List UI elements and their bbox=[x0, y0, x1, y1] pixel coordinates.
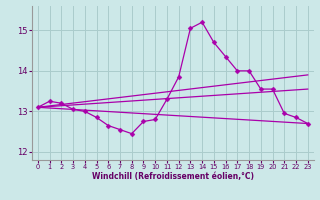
X-axis label: Windchill (Refroidissement éolien,°C): Windchill (Refroidissement éolien,°C) bbox=[92, 172, 254, 181]
